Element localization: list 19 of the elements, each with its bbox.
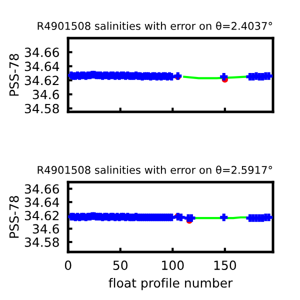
y-tick-label: 34.62 <box>24 210 59 220</box>
x-tick-label: 0 <box>64 260 72 270</box>
x-tick-label: 150 <box>214 260 236 270</box>
chart-title: R4901508 salinities with error on θ=2.4037° <box>38 22 272 30</box>
chart-title: R4901508 salinities with error on θ=2.5917° <box>38 166 272 174</box>
x-axis-title: float profile number <box>108 278 233 290</box>
x-tick-label: 100 <box>162 260 184 270</box>
y-tick-label: 34.6 <box>32 90 59 100</box>
y-axis-title: PSS-78 <box>9 54 19 96</box>
y-tick-label: 34.64 <box>24 62 60 72</box>
x-tick-label: 50 <box>113 260 128 270</box>
y-tick-label: 34.64 <box>24 198 60 207</box>
y-tick-label: 34.62 <box>24 76 59 86</box>
y-tick-label: 34.66 <box>24 48 59 58</box>
y-tick-label: 34.6 <box>32 224 59 234</box>
y-tick-label: 34.66 <box>24 184 59 194</box>
y-tick-label: 34.58 <box>24 104 59 114</box>
y-axis-title: PSS-78 <box>9 196 19 238</box>
y-tick-label: 34.58 <box>24 237 59 247</box>
